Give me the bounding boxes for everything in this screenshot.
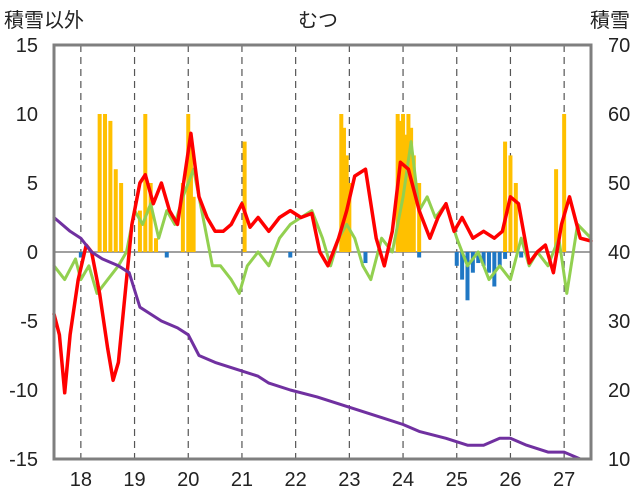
yellow-bar	[103, 114, 108, 252]
right-tick-label: 20	[608, 380, 630, 402]
series-line	[52, 140, 593, 295]
x-tick-label: 22	[285, 469, 307, 491]
left-tick-label: -10	[9, 380, 38, 402]
blue-bar	[78, 252, 83, 258]
left-tick-label: -5	[20, 311, 38, 333]
left-tick-label: 5	[27, 173, 38, 195]
yellow-bar	[148, 183, 153, 252]
yellow-bar	[398, 120, 403, 253]
right-tick-label: 50	[608, 173, 630, 195]
yellow-bar	[417, 183, 422, 252]
yellow-bar	[406, 114, 411, 252]
yellow-bar	[97, 114, 102, 252]
blue-bar	[481, 252, 486, 266]
yellow-bar	[562, 114, 567, 252]
left-tick-label: 15	[16, 35, 38, 57]
blue-bar	[417, 252, 422, 258]
x-tick-label: 21	[231, 469, 253, 491]
blue-bar	[519, 252, 524, 258]
left-tick-label: -15	[9, 449, 38, 471]
x-tick-label: 24	[392, 469, 414, 491]
yellow-bar	[191, 196, 196, 252]
yellow-bar	[411, 155, 416, 252]
x-tick-label: 25	[446, 469, 468, 491]
blue-bar	[492, 252, 497, 287]
left-tick-label: 10	[16, 104, 38, 126]
x-tick-label: 18	[70, 469, 92, 491]
yellow-bar	[513, 183, 518, 252]
x-tick-label: 26	[499, 469, 521, 491]
blue-bar	[503, 252, 508, 259]
right-tick-label: 40	[608, 242, 630, 264]
blue-bar	[476, 252, 481, 264]
yellow-bar	[188, 141, 193, 252]
series-line	[52, 131, 593, 395]
plot-frame	[52, 43, 593, 461]
x-tick-label: 27	[553, 469, 575, 491]
right-tick-label: 30	[608, 311, 630, 333]
blue-bar	[164, 252, 169, 258]
left-axis-title: 積雪以外	[4, 9, 84, 32]
chart-title: むつ	[298, 10, 338, 32]
yellow-bar	[403, 134, 408, 252]
yellow-bar	[347, 183, 352, 252]
blue-bar	[497, 252, 502, 266]
yellow-bar	[339, 114, 344, 252]
blue-bar	[454, 252, 459, 266]
yellow-bar	[143, 114, 148, 252]
yellow-bar	[180, 183, 185, 252]
yellow-bar	[503, 141, 508, 252]
x-tick-label: 19	[123, 469, 145, 491]
right-tick-label: 70	[608, 35, 630, 57]
yellow-bar	[119, 183, 124, 252]
yellow-bar	[154, 238, 159, 252]
right-axis-title: 積雪	[590, 9, 630, 32]
yellow-bar	[137, 210, 142, 252]
left-tick-label: 0	[27, 242, 38, 264]
yellow-bar	[242, 141, 247, 252]
blue-bar	[363, 252, 368, 264]
right-tick-label: 60	[608, 104, 630, 126]
x-tick-label: 23	[338, 469, 360, 491]
yellow-bar	[341, 127, 346, 252]
blue-bar	[470, 252, 475, 273]
blue-bar	[460, 252, 465, 280]
yellow-bar	[409, 127, 414, 252]
right-tick-label: 10	[608, 449, 630, 471]
blue-bar	[486, 252, 491, 273]
yellow-bar	[401, 114, 406, 252]
yellow-bar	[554, 169, 559, 252]
series-line	[52, 216, 593, 461]
blue-bar	[288, 252, 293, 258]
yellow-bar	[108, 120, 113, 253]
yellow-bar	[113, 169, 118, 252]
x-tick-label: 20	[177, 469, 199, 491]
line-layer	[52, 131, 593, 461]
blue-bar	[465, 252, 470, 301]
